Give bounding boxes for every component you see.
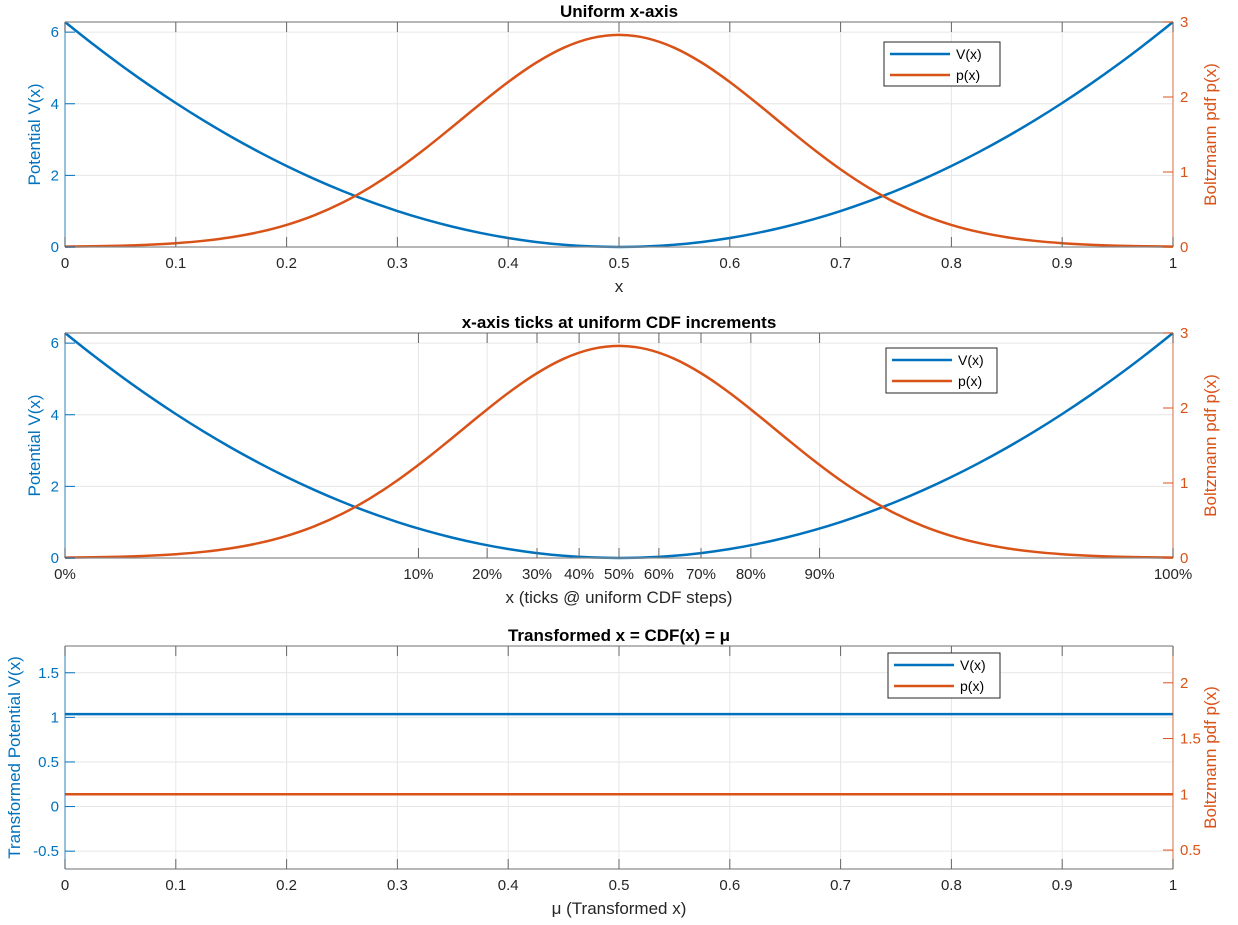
x-tick-label: 50% [604, 566, 634, 583]
y-tick-label-right: 1 [1180, 164, 1188, 181]
x-axis-label: x [615, 277, 624, 296]
legend-box [883, 41, 1001, 87]
y-tick-label-right: 2 [1180, 675, 1188, 692]
y-tick-label-right: 0.5 [1180, 842, 1201, 859]
y-tick-label-left: 2 [51, 167, 59, 184]
x-tick-label: 0.4 [498, 877, 519, 894]
y-tick-label-left: 0.5 [38, 754, 59, 771]
y-axis-label-right: Boltzmann pdf p(x) [1201, 686, 1220, 829]
x-tick-label: 1 [1169, 255, 1177, 272]
y-tick-label-right: 1.5 [1180, 731, 1201, 748]
y-tick-label-right: 2 [1180, 400, 1188, 417]
y-tick-label-right: 3 [1180, 325, 1188, 342]
x-tick-label: 1 [1169, 877, 1177, 894]
y-tick-label-left: 0 [51, 799, 59, 816]
y-tick-label-left: 0 [51, 239, 59, 256]
x-tick-label: 0.8 [941, 255, 962, 272]
x-tick-label: 0.2 [276, 255, 297, 272]
chart-title: Uniform x-axis [560, 2, 678, 21]
y-tick-label-right: 0 [1180, 550, 1188, 567]
legend-label: V(x) [958, 352, 984, 368]
legend-box [885, 347, 998, 394]
x-tick-label: 0.5 [609, 877, 630, 894]
x-tick-label: 20% [472, 566, 502, 583]
y-tick-label-left: 4 [51, 407, 59, 424]
y-tick-label-left: 1.5 [38, 665, 59, 682]
x-tick-label: 0.2 [276, 877, 297, 894]
x-tick-label: 30% [522, 566, 552, 583]
y-tick-label-right: 0 [1180, 239, 1188, 256]
x-tick-label: 0.5 [609, 255, 630, 272]
x-tick-label: 0.6 [719, 255, 740, 272]
x-tick-label: 100% [1154, 566, 1192, 583]
series-line-p [64, 33, 1174, 248]
chart-title: x-axis ticks at uniform CDF increments [462, 313, 777, 332]
series-line-p [64, 344, 1174, 559]
y-axis-label-right: Boltzmann pdf p(x) [1201, 374, 1220, 517]
x-tick-label: 0.6 [719, 877, 740, 894]
x-tick-label: 0.4 [498, 255, 519, 272]
legend-label: V(x) [956, 46, 982, 62]
y-axis-label-left: Potential V(x) [25, 83, 44, 185]
legend: V(x) p(x) [885, 347, 998, 394]
chart-3: 0 0.1 0.2 0.3 0.4 0.5 0.6 0.7 0.8 0.9 1-0.500.511.… [5, 626, 1220, 918]
x-tick-label: 0.9 [1052, 877, 1073, 894]
y-tick-label-right: 3 [1180, 14, 1188, 31]
x-tick-label: 0.1 [165, 877, 186, 894]
x-tick-label: 0% [54, 566, 76, 583]
x-tick-label: 0.8 [941, 877, 962, 894]
chart-2: 0% 10% 20% 30% 40% 50% 60% 70% 80% 90% 100%0246012… [25, 313, 1220, 607]
x-tick-label: 60% [644, 566, 674, 583]
x-tick-label: 80% [736, 566, 766, 583]
x-tick-label: 40% [564, 566, 594, 583]
x-tick-label: 0.1 [165, 255, 186, 272]
y-tick-label-left: 6 [51, 335, 59, 352]
y-tick-label-left: 6 [51, 24, 59, 41]
legend: V(x) p(x) [883, 41, 1001, 87]
x-tick-label: 0.3 [387, 255, 408, 272]
x-tick-label: 0 [61, 255, 69, 272]
y-tick-label-left: 0 [51, 550, 59, 567]
x-axis-label: μ (Transformed x) [552, 899, 687, 918]
y-tick-label-left: 2 [51, 478, 59, 495]
x-tick-label: 0.3 [387, 877, 408, 894]
x-tick-label: 0 [61, 877, 69, 894]
legend-label: V(x) [960, 657, 986, 673]
legend-label: p(x) [960, 678, 984, 694]
chart-title: Transformed x = CDF(x) = μ [508, 626, 730, 645]
legend-box [887, 652, 1001, 699]
x-tick-label: 0.9 [1052, 255, 1073, 272]
x-tick-label: 70% [686, 566, 716, 583]
y-tick-label-right: 1 [1180, 786, 1188, 803]
y-tick-label-left: 4 [51, 96, 59, 113]
x-tick-label: 0.7 [830, 255, 851, 272]
legend: V(x) p(x) [887, 652, 1001, 699]
x-tick-label: 10% [403, 566, 433, 583]
y-axis-label-left: Transformed Potential V(x) [5, 656, 24, 859]
legend-label: p(x) [956, 67, 980, 83]
y-tick-label-left: 1 [51, 709, 59, 726]
x-axis-label: x (ticks @ uniform CDF steps) [506, 588, 733, 607]
y-tick-label-right: 2 [1180, 89, 1188, 106]
y-tick-label-left: -0.5 [33, 843, 59, 860]
y-axis-label-left: Potential V(x) [25, 394, 44, 496]
y-axis-label-right: Boltzmann pdf p(x) [1201, 63, 1220, 206]
x-tick-label: 90% [805, 566, 835, 583]
legend-label: p(x) [958, 373, 982, 389]
chart-1: 0 0.1 0.2 0.3 0.4 0.5 0.6 0.7 0.8 0.9 102460123Uni… [25, 2, 1220, 296]
x-tick-label: 0.7 [830, 877, 851, 894]
y-tick-label-right: 1 [1180, 475, 1188, 492]
